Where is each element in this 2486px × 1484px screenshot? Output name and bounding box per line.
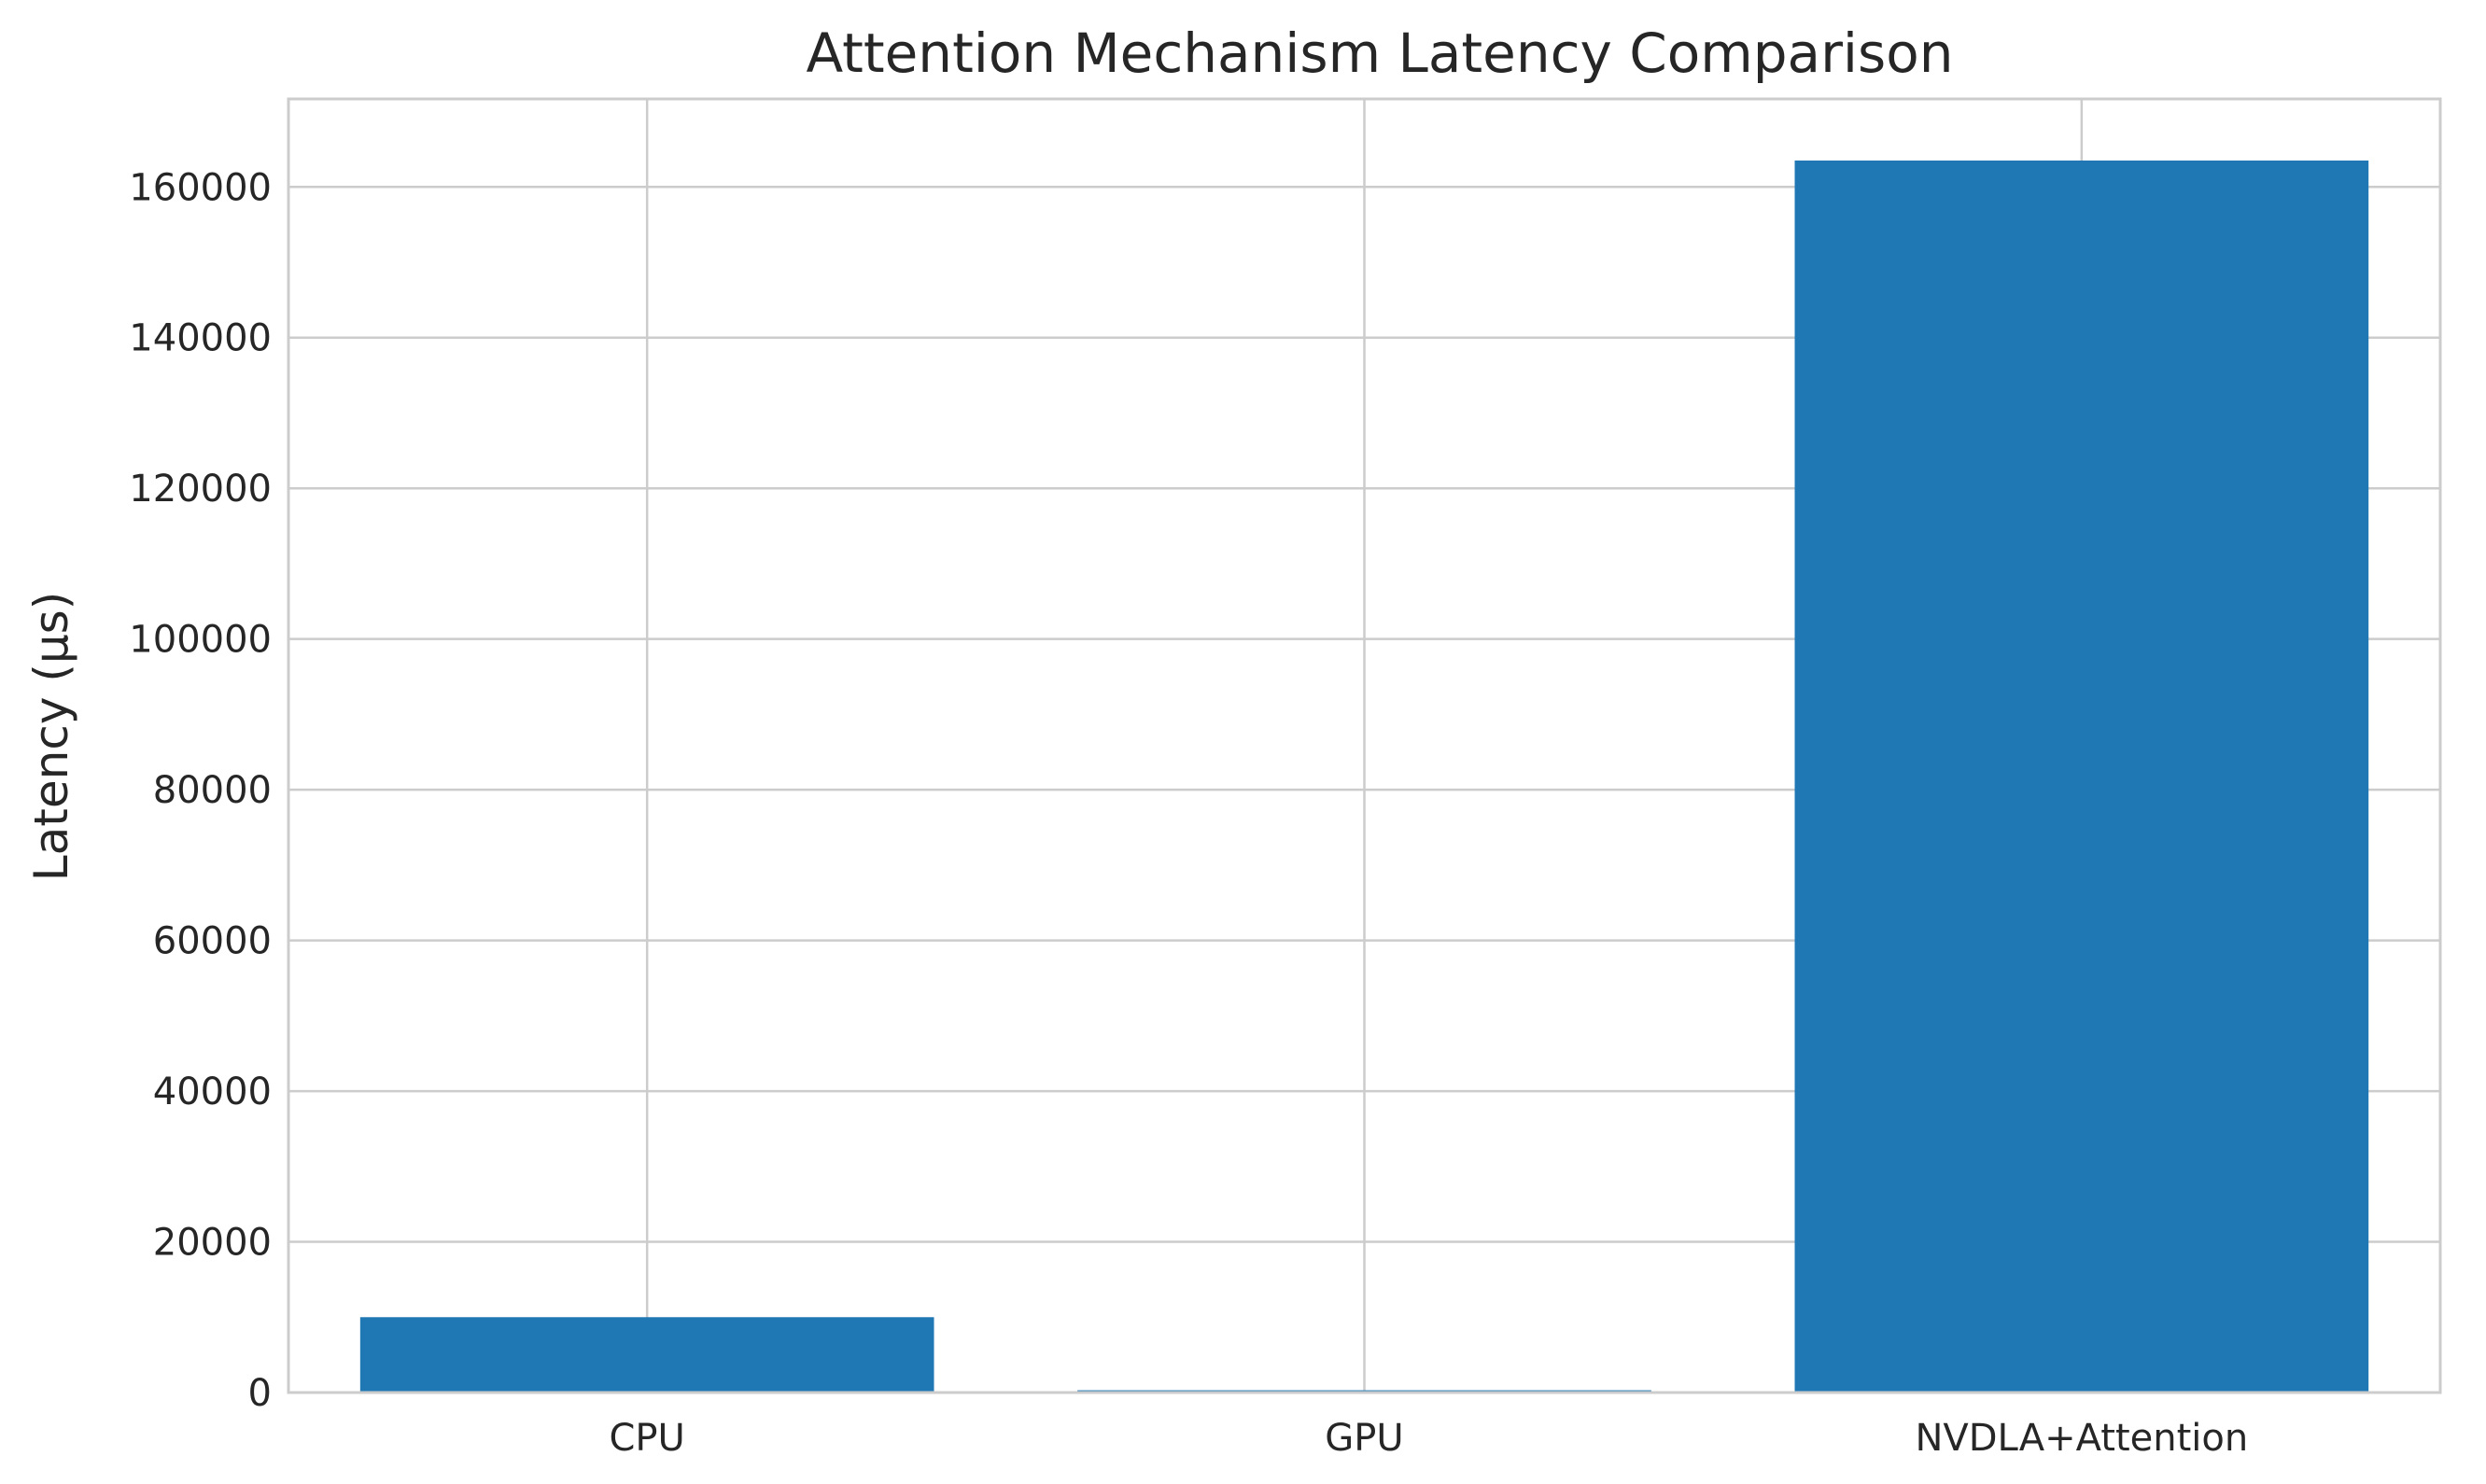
y-tick-label: 40000 bbox=[153, 1071, 272, 1113]
chart-title: Attention Mechanism Latency Comparison bbox=[806, 21, 1953, 85]
bars bbox=[359, 161, 2369, 1393]
y-tick-label: 20000 bbox=[153, 1222, 272, 1265]
y-tick-label: 100000 bbox=[129, 619, 272, 662]
y-tick-label: 160000 bbox=[129, 166, 272, 209]
plot-frame bbox=[287, 97, 2442, 1394]
x-tick-label: CPU bbox=[610, 1417, 685, 1460]
y-tick-label: 0 bbox=[248, 1372, 272, 1415]
y-tick-label: 60000 bbox=[153, 920, 272, 963]
y-axis-label: Latency (µs) bbox=[24, 592, 78, 881]
y-tick-label: 140000 bbox=[129, 317, 272, 360]
bar-cpu bbox=[359, 1317, 934, 1393]
bar-nvdla-attention bbox=[1794, 161, 2369, 1393]
x-tick-label: NVDLA+Attention bbox=[1915, 1417, 2248, 1460]
y-tick-label: 80000 bbox=[153, 769, 272, 812]
y-tick-label: 120000 bbox=[129, 468, 272, 511]
axes: 0 20000 40000 60000 80000 100000 120000 140000 1… bbox=[129, 97, 2442, 1460]
x-tick-label: GPU bbox=[1325, 1417, 1403, 1460]
